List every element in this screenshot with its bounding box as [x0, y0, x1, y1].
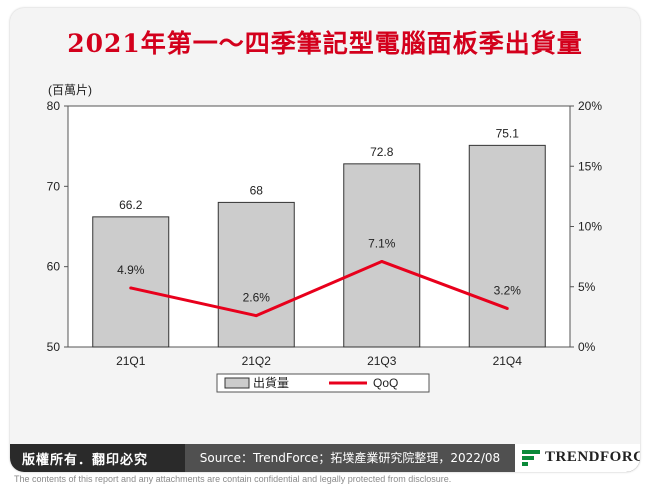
left-axis-unit-label: (百萬片) [48, 83, 92, 97]
right-axis-tick-label: 15% [578, 159, 602, 173]
bar-21Q4 [468, 144, 546, 348]
x-axis-tick-label: 21Q1 [116, 354, 146, 368]
bar-data-label: 72.8 [370, 145, 394, 159]
qoq-line [130, 259, 508, 318]
right-axis-tick-label: 5% [578, 280, 596, 294]
bar-21Q2 [217, 201, 295, 348]
bar-data-label: 68 [250, 183, 264, 197]
right-axis-tick-label: 0% [578, 340, 596, 354]
legend-box [216, 373, 430, 393]
qoq-point-21Q3 [380, 259, 384, 263]
qoq-point-21Q4 [505, 306, 509, 310]
x-axis-tick-label: 21Q3 [367, 354, 397, 368]
qoq-data-label: 7.1% [368, 236, 396, 250]
chart-title: 2021年第一～四季筆記型電腦面板季出貨量 [67, 29, 583, 58]
chart-card: 2021年第一～四季筆記型電腦面板季出貨量 66.2 68 72.8 75.1 4.9… [10, 8, 640, 472]
x-axis-tick-label: 21Q2 [242, 354, 272, 368]
qoq-point-21Q1 [129, 286, 133, 290]
x-axis-tick-label: 21Q4 [493, 354, 523, 368]
left-axis-tick-label: 50 [47, 340, 61, 354]
disclaimer-text: The contents of this report and any atta… [14, 474, 452, 484]
brand-name: TRENDFORCE [545, 449, 640, 465]
copyright-notice: 版權所有．翻印必究 [22, 453, 149, 468]
left-axis-tick-label: 60 [47, 260, 61, 274]
left-axis-tick-label: 80 [47, 99, 61, 113]
footer-bar: 版權所有．翻印必究 Source：TrendForce；拓墣產業研究院整理，20… [10, 444, 640, 472]
trendforce-logo-icon [522, 450, 540, 466]
bar-data-label: 75.1 [496, 126, 520, 140]
bar-21Q3 [343, 163, 421, 348]
qoq-point-21Q2 [254, 314, 258, 318]
bar-21Q1 [92, 216, 170, 348]
right-axis-tick-label: 10% [578, 220, 602, 234]
left-axis-tick-label: 70 [47, 179, 61, 193]
qoq-data-label: 2.6% [243, 291, 271, 305]
brand-logo: TRENDFORCE [515, 444, 640, 472]
source-note: Source：TrendForce；拓墣產業研究院整理，2022/08 [185, 444, 515, 472]
right-axis-tick-label: 20% [578, 99, 602, 113]
qoq-data-label: 4.9% [117, 263, 145, 277]
legend-swatch-bar [224, 377, 250, 389]
qoq-data-label: 3.2% [494, 283, 522, 297]
legend-label-bar: 出貨量 [253, 375, 289, 390]
bar-data-label: 66.2 [119, 198, 143, 212]
legend-label-line: QoQ [373, 376, 398, 390]
combo-chart: 66.2 68 72.8 75.1 4.9% 2.6% 7.1% 3.2% 50 60 70 80… [47, 83, 602, 393]
